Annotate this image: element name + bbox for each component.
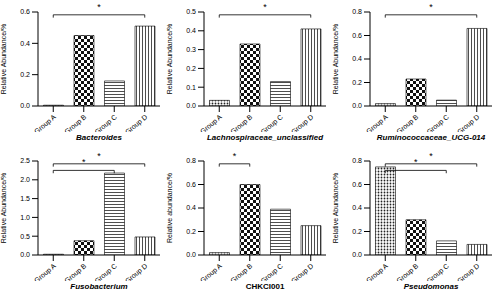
svg-text:*: *: [429, 2, 433, 12]
svg-text:Group C: Group C: [93, 262, 118, 281]
svg-text:0.5: 0.5: [186, 8, 196, 15]
svg-text:0.4: 0.4: [186, 204, 196, 211]
svg-text:*: *: [97, 2, 101, 12]
html-text:Pseudomonas: Pseudomonas: [403, 281, 459, 291]
svg-text:Group C: Group C: [259, 113, 284, 132]
svg-text:0.0: 0.0: [20, 251, 30, 258]
svg-text:Group B: Group B: [395, 262, 420, 281]
svg-text:0.0: 0.0: [186, 251, 196, 258]
svg-text:0.2: 0.2: [186, 227, 196, 234]
svg-text:Group A: Group A: [33, 262, 58, 281]
svg-text:1.0: 1.0: [20, 213, 30, 220]
svg-text:0.0: 0.0: [352, 102, 362, 109]
svg-text:Group B: Group B: [229, 113, 254, 132]
svg-text:0.3: 0.3: [186, 46, 196, 53]
svg-text:Relative Abundance/%: Relative Abundance/%: [332, 172, 339, 242]
html-text:Lachnospiraceae_unclassified: Lachnospiraceae_unclassified: [207, 133, 323, 142]
svg-text:Group D: Group D: [456, 113, 481, 132]
svg-text:Group B: Group B: [63, 262, 88, 281]
svg-text:0.8: 0.8: [352, 157, 362, 164]
svg-text:0.4: 0.4: [186, 27, 196, 34]
svg-text:Group C: Group C: [425, 262, 450, 281]
svg-text:*: *: [414, 157, 418, 167]
svg-text:Group B: Group B: [395, 113, 420, 132]
svg-text:0.2: 0.2: [20, 71, 30, 78]
svg-text:Group A: Group A: [199, 262, 224, 281]
svg-text:*: *: [429, 150, 433, 160]
svg-text:0.6: 0.6: [186, 180, 196, 187]
svg-text:Group D: Group D: [124, 113, 149, 132]
svg-text:Group A: Group A: [365, 262, 390, 281]
svg-text:Group A: Group A: [365, 113, 390, 132]
html-text:Bacteroides: Bacteroides: [76, 133, 122, 142]
svg-text:0.6: 0.6: [352, 180, 362, 187]
svg-text:Group A: Group A: [199, 113, 224, 132]
svg-text:0.4: 0.4: [352, 204, 362, 211]
svg-text:0.2: 0.2: [352, 227, 362, 234]
html-text:Fusobacterium: Fusobacterium: [70, 281, 128, 291]
svg-text:Group D: Group D: [290, 262, 315, 281]
svg-text:0.2: 0.2: [186, 65, 196, 72]
svg-text:Group C: Group C: [93, 113, 118, 132]
svg-text:0.8: 0.8: [186, 157, 196, 164]
svg-text:2.5: 2.5: [20, 157, 30, 164]
svg-text:0.0: 0.0: [352, 251, 362, 258]
svg-text:Group D: Group D: [124, 262, 149, 281]
svg-text:*: *: [233, 150, 237, 160]
svg-text:*: *: [97, 150, 101, 160]
svg-text:Group A: Group A: [33, 113, 58, 132]
svg-text:Group B: Group B: [63, 113, 88, 132]
svg-text:Group B: Group B: [229, 262, 254, 281]
svg-text:0.4: 0.4: [20, 40, 30, 47]
svg-text:0.1: 0.1: [186, 84, 196, 91]
svg-text:0.0: 0.0: [20, 102, 30, 109]
svg-text:1.5: 1.5: [20, 195, 30, 202]
svg-text:0.2: 0.2: [352, 79, 362, 86]
svg-text:Relative Abundance/%: Relative Abundance/%: [332, 24, 339, 94]
svg-text:0.6: 0.6: [20, 8, 30, 15]
svg-text:*: *: [263, 2, 267, 12]
svg-text:*: *: [82, 157, 86, 167]
html-text:Ruminococcaceae_UCG-014: Ruminococcaceae_UCG-014: [376, 133, 486, 142]
svg-text:0.0: 0.0: [186, 102, 196, 109]
svg-text:0.8: 0.8: [352, 8, 362, 15]
svg-text:Relative Abundance/%: Relative Abundance/%: [166, 24, 173, 94]
svg-text:2.0: 2.0: [20, 176, 30, 183]
svg-text:Group C: Group C: [425, 113, 450, 132]
html-text:CHKCI001: CHKCI001: [245, 281, 285, 291]
svg-text:0.6: 0.6: [352, 32, 362, 39]
svg-text:Group D: Group D: [290, 113, 315, 132]
svg-text:0.4: 0.4: [352, 55, 362, 62]
svg-text:0.5: 0.5: [20, 232, 30, 239]
svg-text:Group D: Group D: [456, 262, 481, 281]
svg-text:Relative abundance/%: Relative abundance/%: [166, 172, 173, 242]
svg-text:Group C: Group C: [259, 262, 284, 281]
